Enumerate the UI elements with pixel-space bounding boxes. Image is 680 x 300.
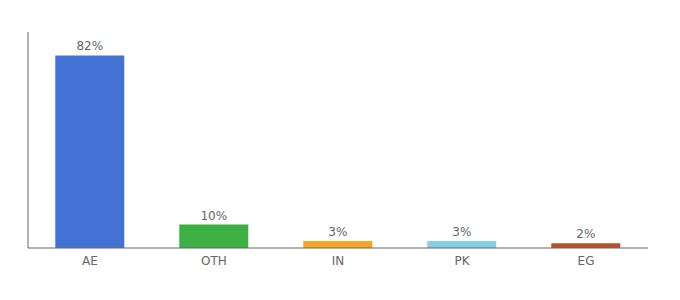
svg-text:3%: 3% [452,225,471,239]
svg-text:3%: 3% [328,225,347,239]
svg-text:AE: AE [82,254,98,268]
svg-text:IN: IN [332,254,345,268]
svg-text:EG: EG [578,254,595,268]
svg-text:PK: PK [454,254,470,268]
svg-text:2%: 2% [576,227,595,241]
svg-text:OTH: OTH [201,254,227,268]
svg-text:10%: 10% [200,209,227,223]
svg-text:82%: 82% [76,39,103,53]
